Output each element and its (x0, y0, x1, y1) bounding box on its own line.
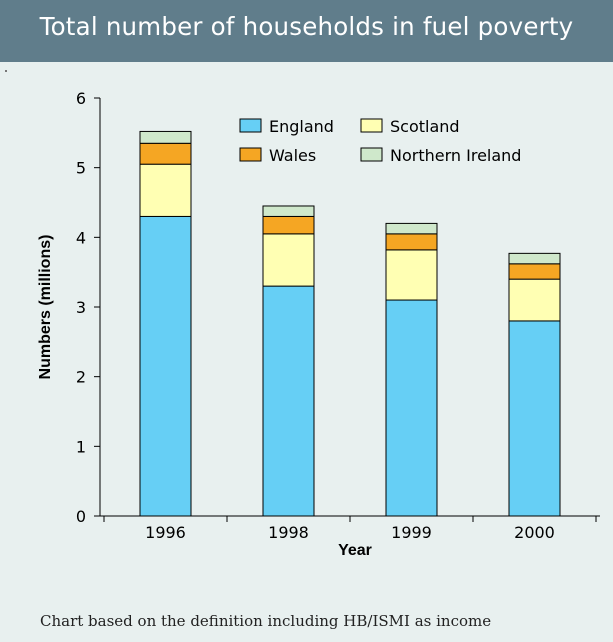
x-tick-label: 2000 (514, 523, 555, 542)
y-tick-label: 0 (76, 507, 86, 526)
y-tick-label: 4 (76, 228, 86, 247)
y-tick-label: 5 (76, 159, 86, 178)
bar-segment-wales (508, 263, 561, 280)
legend-swatch (360, 147, 383, 162)
bar-segment-northern-ireland (139, 130, 192, 144)
bar-segment-wales (385, 233, 438, 251)
chart-footnote: Chart based on the definition including … (40, 612, 492, 630)
bar-segment-scotland (385, 249, 438, 301)
legend-label: Wales (269, 146, 316, 165)
bar-segment-england (139, 215, 192, 517)
chart-bars: 1996 1998 1999 2000 (139, 130, 561, 542)
bar-segment-wales (139, 142, 192, 165)
x-tick-label: 1998 (268, 523, 309, 542)
bar-segment-scotland (139, 163, 192, 217)
legend-swatch (239, 118, 262, 133)
y-tick-label: 2 (76, 368, 86, 387)
bar-segment-northern-ireland (385, 222, 438, 235)
bar-segment-wales (262, 215, 315, 235)
legend-swatch (239, 147, 262, 162)
chart-axes: 0 1 2 3 4 5 6 (76, 89, 600, 526)
bar-segment-england (262, 285, 315, 517)
bar-segment-england (385, 299, 438, 517)
stacked-bar-chart: 0 1 2 3 4 5 6 1996 1998 1999 2000 England Scotland… (37, 89, 600, 559)
chart-legend: England Scotland Wales Northern Ireland (239, 117, 521, 165)
y-axis-label: Numbers (millions) (37, 235, 54, 380)
x-tick-label: 1999 (391, 523, 432, 542)
y-tick-label: 1 (76, 437, 86, 456)
y-tick-label: 6 (76, 89, 86, 108)
legend-swatch (360, 118, 383, 133)
bar-segment-northern-ireland (262, 205, 315, 217)
bar-segment-northern-ireland (508, 252, 561, 265)
bar-segment-scotland (508, 278, 561, 322)
x-axis-label: Year (338, 542, 372, 559)
legend-label: Scotland (390, 117, 460, 136)
x-tick-label: 1996 (145, 523, 186, 542)
decorative-dot (5, 70, 7, 72)
bar-segment-england (508, 320, 561, 517)
chart-header (0, 0, 613, 62)
chart-title: Total number of households in fuel pover… (39, 12, 574, 41)
legend-label: England (269, 117, 334, 136)
bar-segment-scotland (262, 233, 315, 287)
y-tick-label: 3 (76, 298, 86, 317)
legend-label: Northern Ireland (390, 146, 521, 165)
